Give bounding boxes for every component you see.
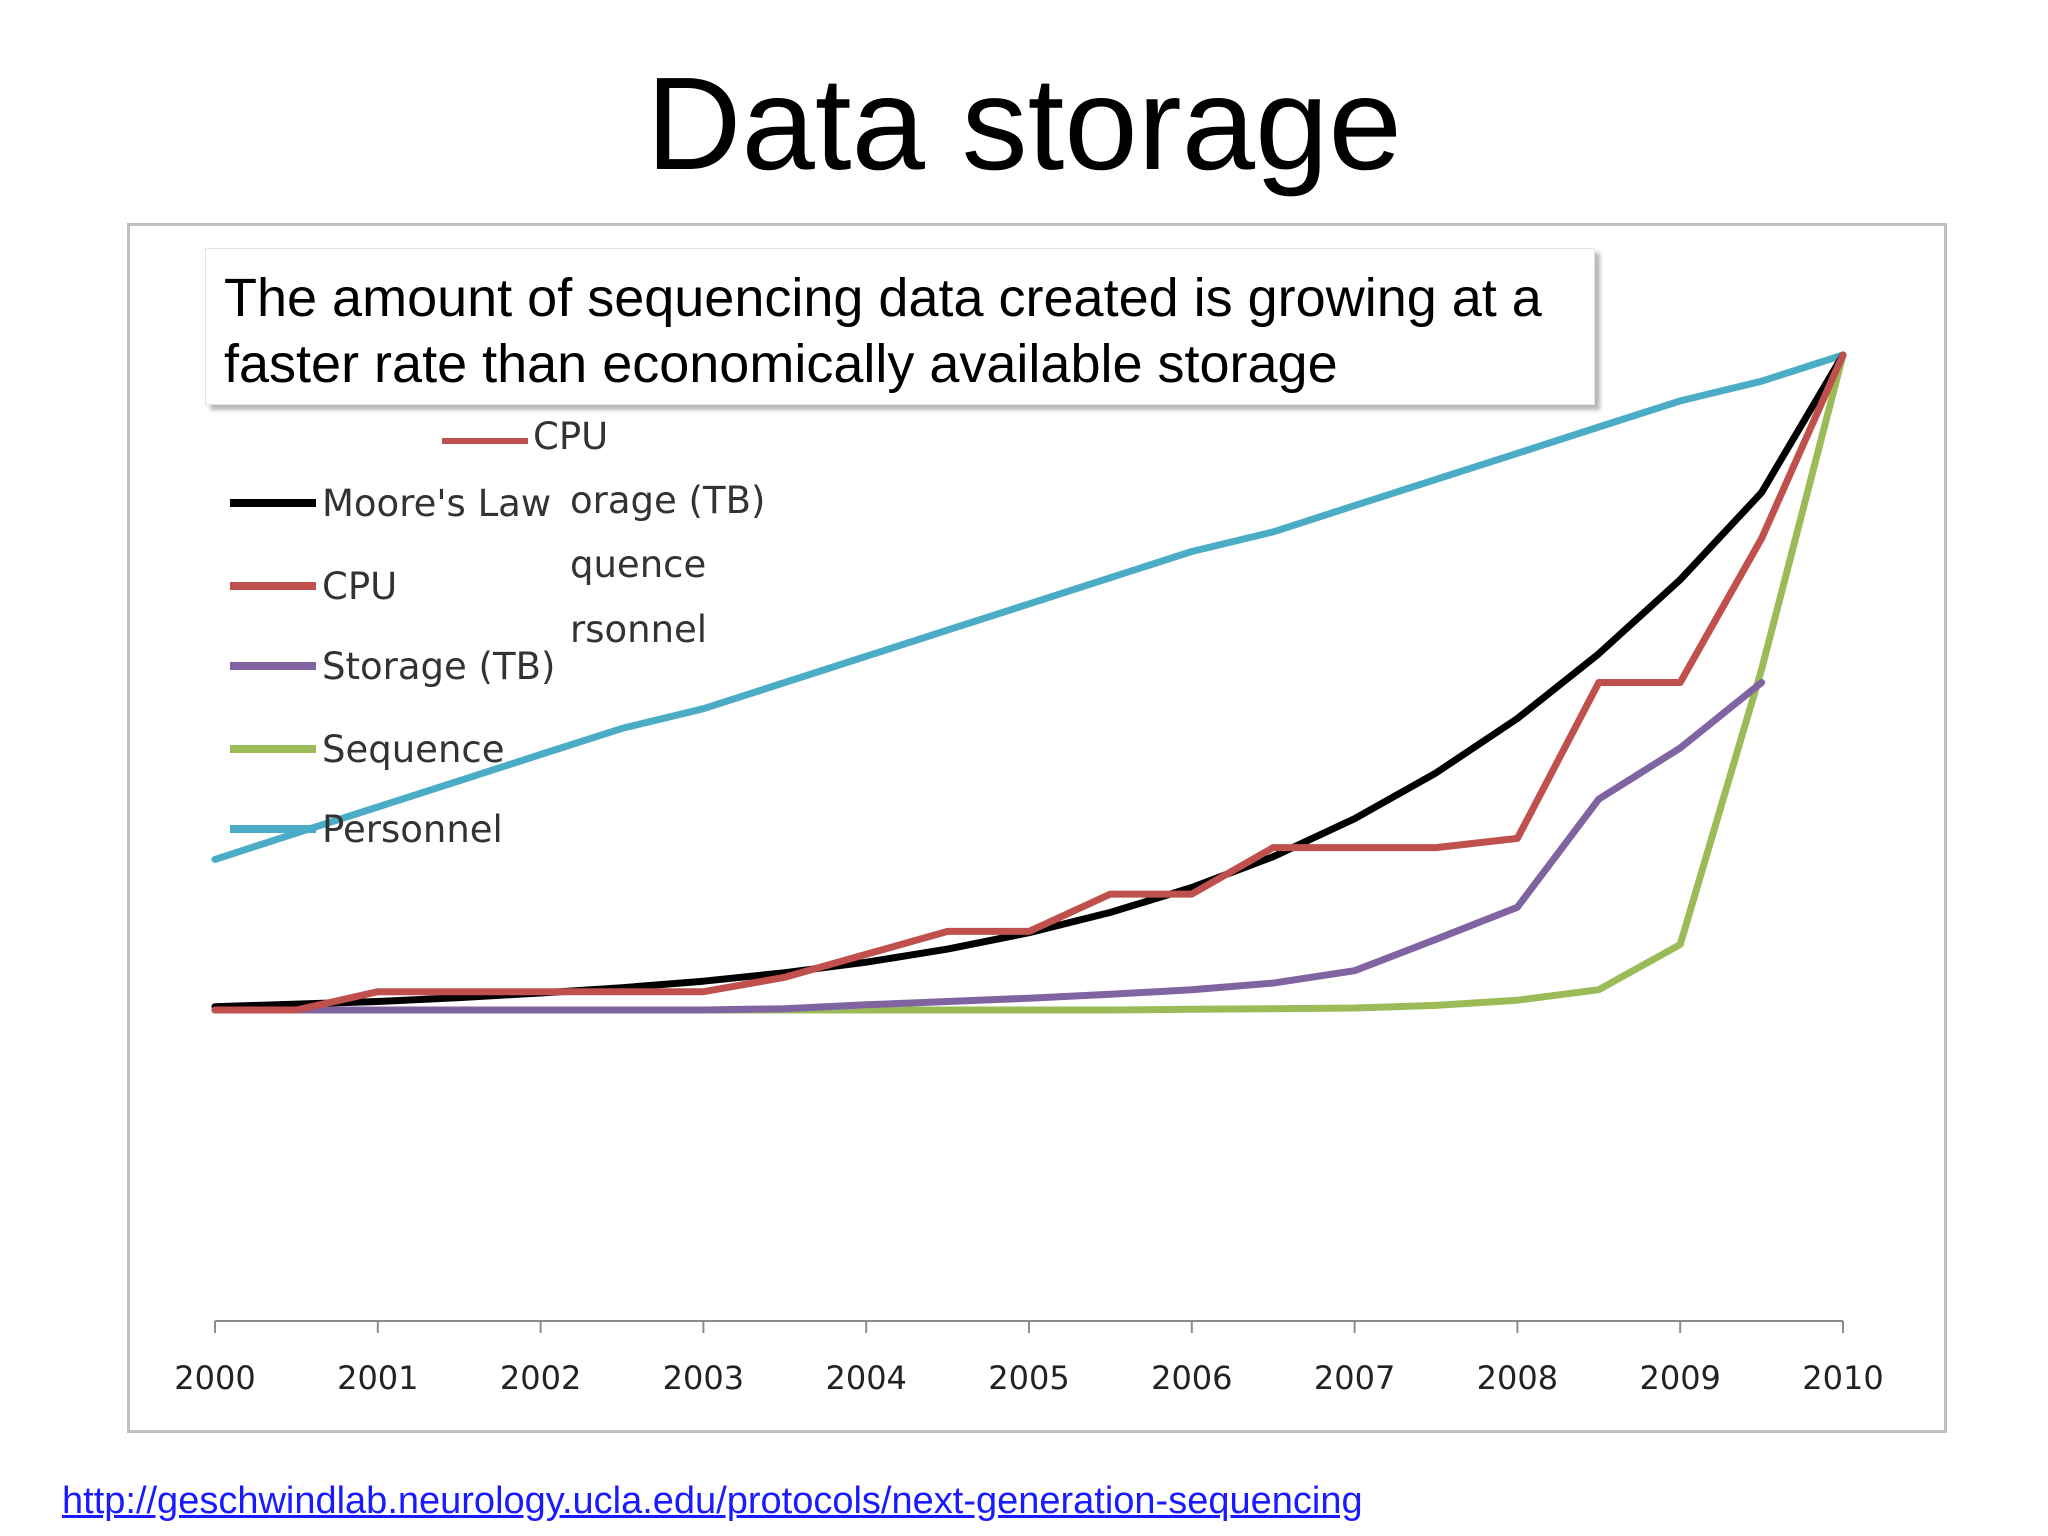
legend-label: Storage (TB)	[322, 645, 555, 688]
slide-title: Data storage	[646, 50, 1402, 197]
ghost-legend-label: orage (TB)	[570, 479, 765, 522]
x-tick-label: 2000	[174, 1359, 255, 1397]
ghost-legend-label: rsonnel	[570, 608, 707, 651]
source-link[interactable]: http://geschwindlab.neurology.ucla.edu/p…	[62, 1480, 1363, 1522]
legend-label: Personnel	[322, 808, 503, 851]
legend-label: Sequence	[322, 728, 505, 771]
legend-label: Moore's Law	[322, 482, 551, 525]
annotation-callout: The amount of sequencing data created is…	[205, 248, 1595, 405]
x-tick-label: 2003	[663, 1359, 744, 1397]
x-tick-label: 2010	[1802, 1359, 1883, 1397]
ghost-legend-label: quence	[570, 543, 706, 586]
x-tick-label: 2005	[988, 1359, 1069, 1397]
x-tick-label: 2008	[1477, 1359, 1558, 1397]
x-tick-label: 2001	[337, 1359, 418, 1397]
legend-label: CPU	[322, 565, 397, 608]
x-tick-label: 2009	[1639, 1359, 1720, 1397]
line-chart: 2000 2001 2002 2003 2004 2005 2006 2007 2008 2009…	[174, 351, 1884, 1397]
x-tick-label: 2002	[500, 1359, 581, 1397]
series-line-cpu	[211, 351, 1847, 1014]
series-line-storage-tb	[211, 679, 1766, 1014]
x-tick-label: 2004	[825, 1359, 906, 1397]
x-tick-label: 2006	[1151, 1359, 1232, 1397]
chart-area: 2000 2001 2002 2003 2004 2005 2006 2007 2008 2009…	[127, 223, 1947, 1433]
series-line-personnel	[211, 351, 1847, 863]
x-tick-label: 2007	[1314, 1359, 1395, 1397]
ghost-legend-label: CPU	[533, 415, 608, 458]
